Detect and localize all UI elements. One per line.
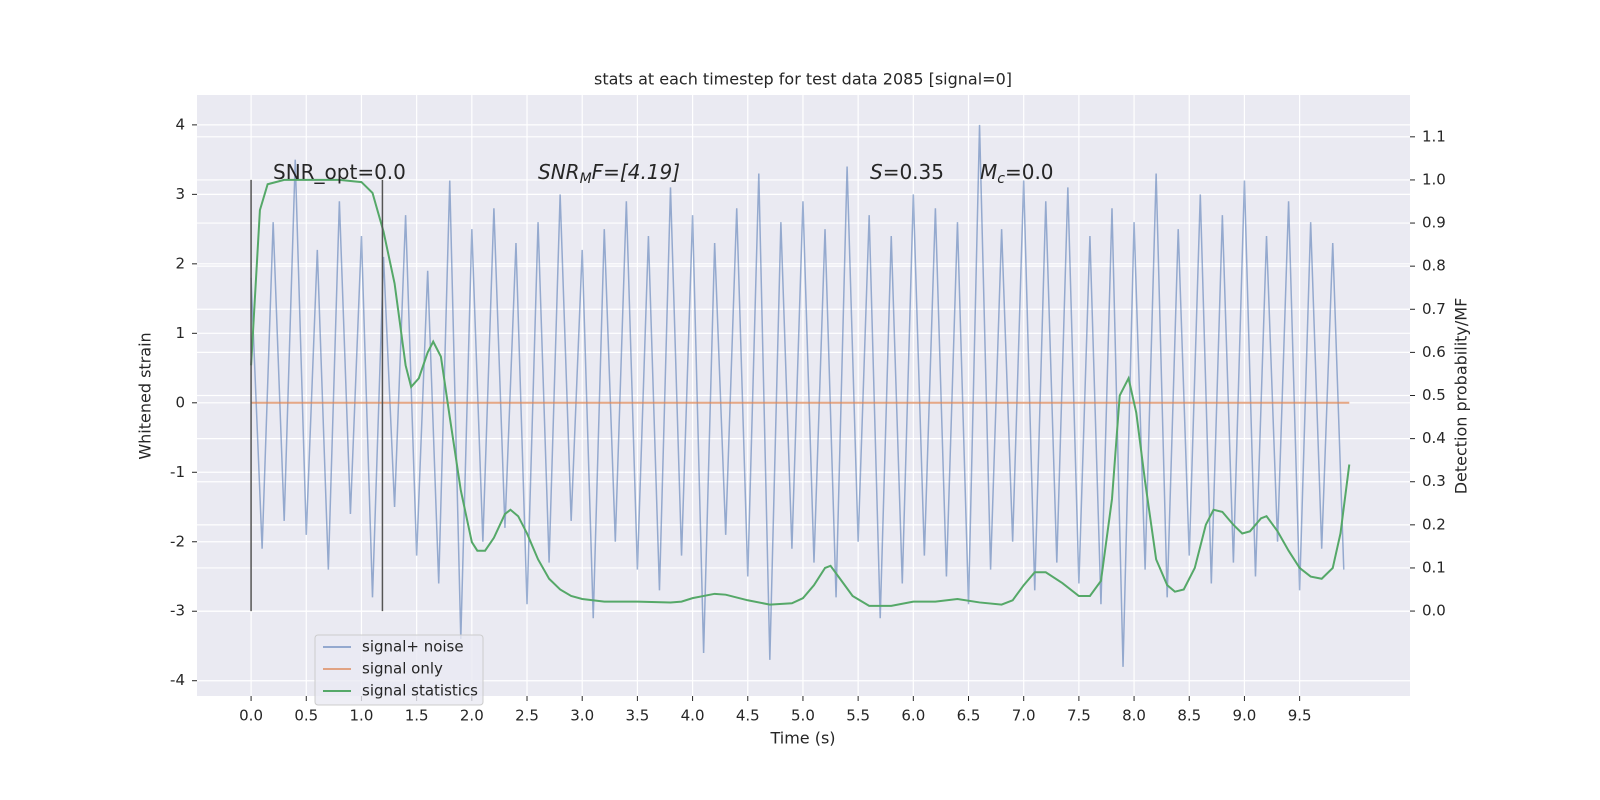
y-axis-label: Whitened strain (136, 332, 155, 459)
legend-label: signal+ noise (362, 638, 464, 656)
annotation-sub: M (580, 171, 592, 187)
x-tick-label: 0.5 (294, 707, 318, 725)
y-tick-label: -2 (170, 532, 185, 550)
x-tick-label: 0.0 (239, 707, 263, 725)
x-tick-label: 5.0 (791, 707, 815, 725)
legend: signal+ noise signal only signal statistic… (314, 634, 484, 706)
annotation-rest: =0.35 (883, 160, 944, 184)
annotation-main: M (980, 160, 997, 184)
grid (197, 95, 1410, 696)
annotation-main: SNR_opt=0.0 (273, 160, 406, 184)
annotation-rest: =0.0 (1005, 160, 1054, 184)
x-tick-label: 2.5 (515, 707, 539, 725)
x-tick-label: 6.5 (957, 707, 981, 725)
y-tick-label: -1 (170, 463, 185, 481)
y2-tick-label: 0.7 (1422, 300, 1446, 318)
legend-label: signal statistics (362, 682, 478, 700)
annotation-main: SNR (538, 160, 580, 184)
x-tick-label: 1.5 (405, 707, 429, 725)
y-tick-label: 2 (175, 254, 185, 272)
annotation-main: S (870, 160, 883, 184)
x-tick-label: 4.5 (736, 707, 760, 725)
annotation: SNR_opt=0.0 (273, 160, 406, 184)
y2-tick-label: 0.1 (1422, 558, 1446, 576)
y2-axis-label: Detection probability/MF (1452, 298, 1471, 495)
annotation: S=0.35 (870, 160, 944, 184)
y2-tick-label: 0.5 (1422, 386, 1446, 404)
x-tick-label: 7.5 (1067, 707, 1091, 725)
statistic-line (250, 178, 1351, 607)
annotation-rest: F=[4.19] (592, 160, 680, 184)
y-tick-label: -3 (170, 602, 185, 620)
y-tick-label: 0 (175, 393, 185, 411)
x-axis-label: Time (s) (769, 729, 835, 748)
annotation-sub: c (997, 171, 1005, 187)
legend-box (314, 634, 484, 706)
noise-line (250, 124, 1345, 667)
y2-tick-label: 1.1 (1422, 127, 1446, 145)
y2-tick-label: 0.8 (1422, 257, 1446, 275)
y2-tick-label: 0.9 (1422, 214, 1446, 232)
x-tick-label: 1.0 (350, 707, 374, 725)
x-tick-label: 3.0 (570, 707, 594, 725)
x-tick-label: 9.0 (1233, 707, 1257, 725)
y2-tick-label: 0.4 (1422, 429, 1446, 447)
x-tick-label: 2.0 (460, 707, 484, 725)
legend-label: signal only (362, 660, 443, 678)
y2-tick-label: 0.0 (1422, 602, 1446, 620)
y-tick-label: 4 (175, 115, 185, 133)
y-tick-label: 3 (175, 185, 185, 203)
x-tick-label: 5.5 (846, 707, 870, 725)
y-tick-label: -4 (170, 671, 185, 689)
x-tick-label: 8.0 (1122, 707, 1146, 725)
annotation: SNRMF=[4.19] (538, 160, 680, 188)
y-tick-label: 1 (175, 324, 185, 342)
x-tick-label: 9.5 (1288, 707, 1312, 725)
x-tick-label: 6.0 (901, 707, 925, 725)
x-tick-label: 4.0 (681, 707, 705, 725)
y2-tick-label: 0.3 (1422, 472, 1446, 490)
y2-tick-label: 1.0 (1422, 170, 1446, 188)
x-tick-label: 7.0 (1012, 707, 1036, 725)
x-tick-label: 8.5 (1177, 707, 1201, 725)
chart-title: stats at each timestep for test data 208… (594, 70, 1012, 89)
y2-tick-label: 0.6 (1422, 343, 1446, 361)
x-tick-label: 3.5 (625, 707, 649, 725)
annotation: Mc=0.0 (980, 160, 1054, 188)
y2-tick-label: 0.2 (1422, 515, 1446, 533)
